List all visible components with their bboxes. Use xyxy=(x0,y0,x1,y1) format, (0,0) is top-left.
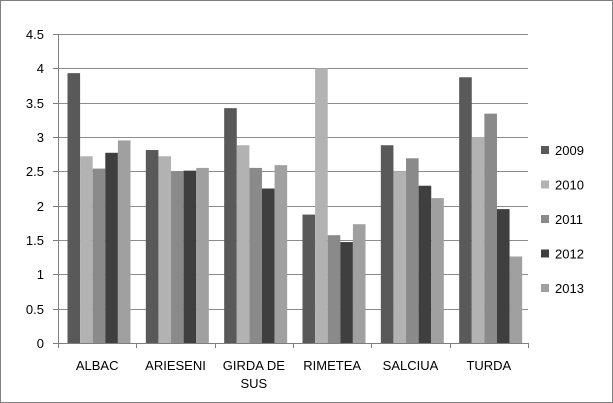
x-category-label: TURDA xyxy=(466,358,511,373)
legend-label-2012: 2012 xyxy=(555,247,584,262)
bar-2010-girda-de-sus xyxy=(236,145,250,343)
legend-swatch-2013 xyxy=(541,284,549,292)
y-tick-label: 4 xyxy=(37,61,44,76)
bar-2009-girda-de-sus xyxy=(224,108,237,343)
bar-2013-albac xyxy=(117,140,131,343)
bar-2011-arieseni xyxy=(171,172,184,343)
legend-label-2010: 2010 xyxy=(555,178,584,193)
x-category-label: ALBAC xyxy=(76,358,119,373)
legend-swatch-2012 xyxy=(541,249,549,258)
x-category-label: RIMETEA xyxy=(303,358,361,373)
x-category-label: ARIESENI xyxy=(145,358,206,373)
y-tick-label: 0.5 xyxy=(26,302,44,317)
legend-label-2009: 2009 xyxy=(555,143,584,158)
bar-2011-salciua xyxy=(406,158,419,343)
bar-2013-arieseni xyxy=(196,167,209,343)
bar-2010-salciua xyxy=(393,171,407,343)
y-tick-label: 1 xyxy=(37,267,44,282)
bar-2010-arieseni xyxy=(158,156,172,343)
legend-label-2011: 2011 xyxy=(555,212,583,227)
x-category-label: SALCIUA xyxy=(383,358,439,373)
bar-2010-rimetea xyxy=(315,68,328,343)
legend-label-2013: 2013 xyxy=(555,281,584,296)
bar-2012-turda xyxy=(496,209,510,343)
axes xyxy=(53,34,529,348)
y-tick-label: 3.5 xyxy=(26,96,44,111)
bar-2012-salciua xyxy=(418,185,432,343)
y-tick-label: 2 xyxy=(37,199,44,214)
y-tick-label: 1.5 xyxy=(26,233,44,248)
bar-2013-rimetea xyxy=(352,224,366,343)
legend-swatch-2010 xyxy=(541,180,549,189)
bar-2011-girda-de-sus xyxy=(249,167,262,343)
bar-2011-turda xyxy=(484,113,497,344)
bar-2011-rimetea xyxy=(327,235,341,343)
bar-2009-turda xyxy=(459,77,472,343)
y-axis-tick-labels: 0 0.5 1 1.5 2 2.5 3 3.5 4 4.5 xyxy=(26,27,44,351)
bar-2013-turda xyxy=(509,256,523,343)
x-category-label: GIRDA DE SUS xyxy=(223,358,285,391)
bar-2010-albac xyxy=(80,156,93,343)
bar-2009-albac xyxy=(67,73,81,343)
bar-2009-rimetea xyxy=(302,214,316,343)
bar-2012-albac xyxy=(105,152,118,343)
legend-swatch-2009 xyxy=(541,146,549,154)
bar-2012-rimetea xyxy=(340,242,353,343)
y-tick-label: 4.5 xyxy=(26,27,44,42)
bar-2013-salciua xyxy=(431,198,444,343)
bar-2010-turda xyxy=(471,137,485,343)
x-axis-category-labels: ALBAC ARIESENI GIRDA DE SUS RIMETEA SALCIUA TU… xyxy=(76,358,512,391)
bar-2011-albac xyxy=(92,168,106,343)
y-tick-label: 3 xyxy=(37,130,44,145)
gridlines xyxy=(58,34,528,310)
bar-2009-arieseni xyxy=(145,150,159,343)
bar-2009-salciua xyxy=(380,145,394,343)
y-tick-label: 2.5 xyxy=(26,164,44,179)
legend: 2009 2010 2011 2012 2013 xyxy=(541,143,584,296)
bar-2013-girda-de-sus xyxy=(274,165,288,343)
bar-2012-girda-de-sus xyxy=(261,188,275,343)
legend-swatch-2011 xyxy=(541,215,549,223)
bars xyxy=(67,68,523,344)
bar-2012-arieseni xyxy=(183,170,197,343)
y-tick-label: 0 xyxy=(37,336,44,351)
